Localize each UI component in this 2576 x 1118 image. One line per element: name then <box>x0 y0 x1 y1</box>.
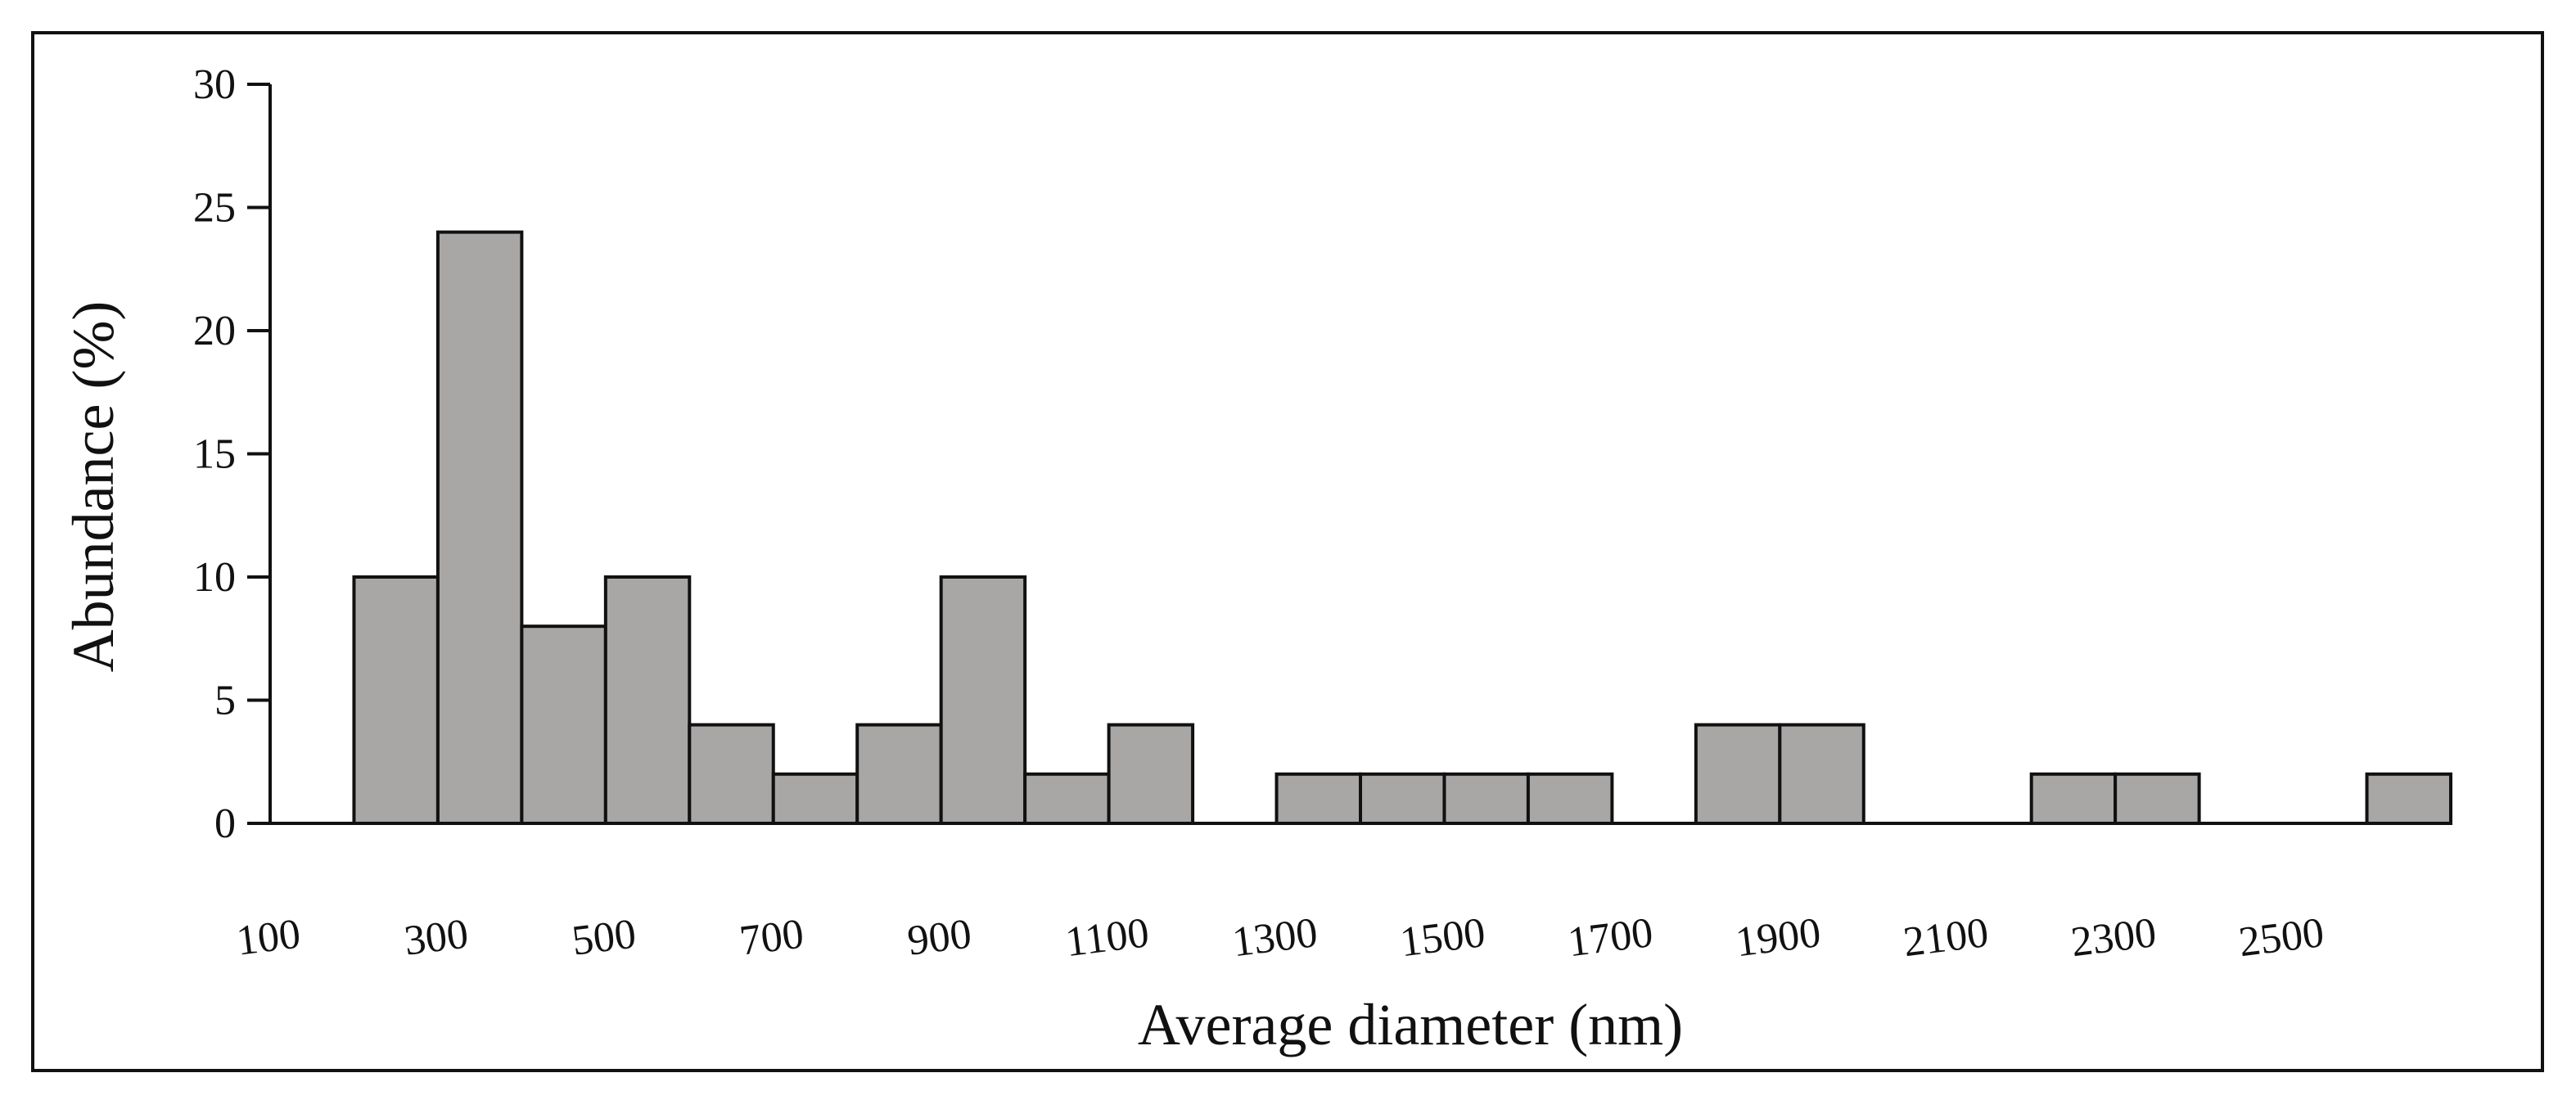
y-axis: 0 5 10 15 20 25 30 <box>193 61 272 847</box>
y-tick-label: 25 <box>193 185 236 232</box>
y-tick-label: 20 <box>193 308 236 354</box>
histogram-bar <box>352 575 440 825</box>
x-axis: 100 300 500 700 900 1100 1300 1500 1700 1900 2100 2… <box>234 822 2451 966</box>
x-tick-label: 1700 <box>1565 909 1655 966</box>
x-tick-label: 100 <box>234 911 303 965</box>
x-tick-label: 1500 <box>1397 909 1487 966</box>
x-tick-label: 1900 <box>1733 909 1823 966</box>
histogram-bar <box>2365 772 2453 825</box>
y-tick-label: 30 <box>193 61 236 108</box>
histogram-bar <box>1694 723 1782 825</box>
x-axis-title: Average diameter (nm) <box>1138 992 1683 1057</box>
y-tick-label: 0 <box>214 800 236 847</box>
x-tick-label: 1300 <box>1229 909 1320 966</box>
histogram-bar <box>1023 772 1111 825</box>
histogram-bar <box>1359 772 1446 825</box>
histogram-bar <box>2029 772 2118 825</box>
histogram-bar <box>520 624 607 826</box>
x-tick-label: 2100 <box>1901 909 1991 966</box>
histogram-bar <box>603 575 692 825</box>
histogram-bar <box>1442 772 1530 825</box>
histogram-bar <box>1526 772 1614 825</box>
x-tick-label: 2500 <box>2236 909 2326 966</box>
bars-group <box>352 230 2453 826</box>
y-tick-label: 15 <box>193 431 236 478</box>
histogram-bar <box>435 230 524 826</box>
x-tick-label: 2300 <box>2068 909 2159 966</box>
y-axis-title: Abundance (%) <box>61 301 126 673</box>
histogram-bar <box>1274 772 1362 825</box>
histogram-bar <box>1778 723 1865 825</box>
x-tick-label: 900 <box>905 911 973 965</box>
x-tick-label: 1100 <box>1062 909 1151 966</box>
y-tick-label: 10 <box>193 554 236 601</box>
histogram-bar <box>1107 723 1195 825</box>
histogram-bar <box>2114 772 2201 825</box>
histogram-bar <box>855 723 943 825</box>
x-tick-label: 700 <box>738 911 806 965</box>
histogram-bar <box>771 772 859 825</box>
y-tick-label: 5 <box>214 678 236 724</box>
histogram-bar <box>688 723 775 825</box>
histogram-bar <box>939 575 1027 825</box>
x-tick-label: 300 <box>402 911 471 965</box>
x-tick-label: 500 <box>570 911 638 965</box>
